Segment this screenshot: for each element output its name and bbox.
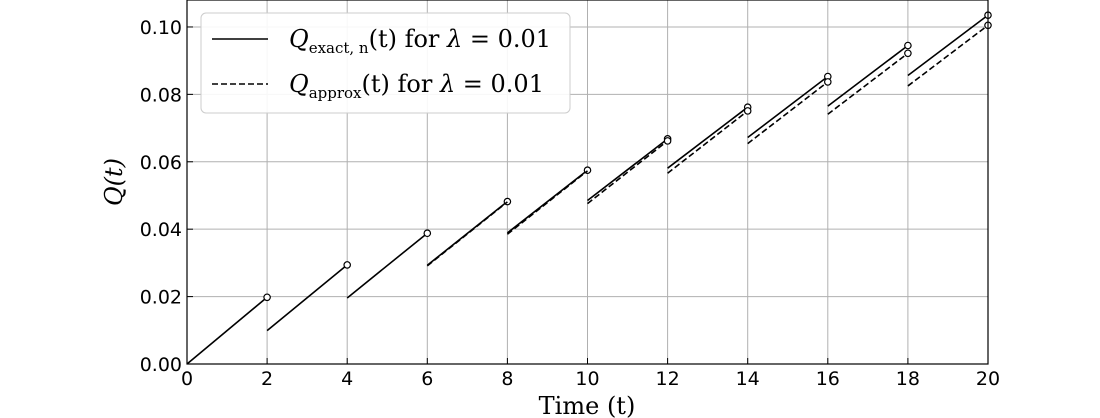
legend: Qexact, n(t) for λ = 0.01 Qapprox(t) for…: [200, 12, 571, 114]
x-tick-label: 14: [736, 368, 760, 390]
ticks: 0 2 4 6 8 10 12 14 16 18 20 0.00 0.02 0.04 0.06 0.08 0.1…: [140, 17, 1000, 390]
approx-point: [823, 78, 832, 86]
approx-segment: [907, 24, 989, 87]
exact-point: [343, 261, 352, 269]
exact-segment: [667, 106, 749, 169]
exact-segment: [506, 169, 588, 234]
x-tick-label: 0: [181, 368, 193, 390]
x-tick-label: 20: [976, 368, 1000, 390]
exact-segment: [186, 296, 268, 365]
exact-segment: [426, 200, 508, 266]
x-tick-label: 18: [896, 368, 920, 390]
exact-segment: [346, 232, 428, 299]
exact-segment: [907, 14, 989, 77]
y-axis-label: Q(t): [100, 158, 128, 206]
y-tick-label: 0.10: [140, 17, 182, 39]
exact-segment: [266, 264, 348, 332]
series-layer: [186, 11, 992, 365]
approx-segment: [587, 140, 669, 205]
exact-point: [904, 41, 912, 50]
legend-box: [200, 12, 571, 114]
x-tick-label: 6: [421, 368, 433, 390]
x-tick-label: 8: [501, 368, 513, 390]
approx-segment: [747, 81, 829, 145]
y-tick-label: 0.08: [140, 84, 182, 106]
exact-segment: [747, 75, 829, 139]
series-approx: [426, 21, 992, 267]
y-tick-label: 0.00: [140, 354, 182, 376]
x-tick-label: 16: [816, 368, 840, 390]
approx-segment: [506, 170, 588, 235]
approx-segment: [667, 110, 749, 174]
approx-point: [743, 107, 752, 115]
y-tick-label: 0.04: [140, 219, 182, 241]
approx-segment: [426, 201, 508, 267]
y-tick-label: 0.06: [140, 152, 182, 174]
x-axis-label: Time (t): [539, 392, 636, 418]
exact-point: [263, 293, 271, 302]
x-tick-label: 12: [656, 368, 680, 390]
approx-segment: [827, 52, 909, 115]
approx-point: [663, 137, 672, 145]
x-tick-label: 2: [261, 368, 273, 390]
legend-label-approx: Qapprox(t) for λ = 0.01: [289, 70, 544, 102]
legend-label-exact: Qexact, n(t) for λ = 0.01: [289, 25, 551, 57]
x-tick-label: 4: [341, 368, 353, 390]
exact-segment: [827, 44, 909, 107]
approx-point: [904, 49, 912, 58]
y-tick-label: 0.02: [140, 287, 182, 309]
x-tick-label: 10: [575, 368, 599, 390]
exact-point: [423, 229, 432, 238]
exact-segment: [587, 138, 669, 202]
